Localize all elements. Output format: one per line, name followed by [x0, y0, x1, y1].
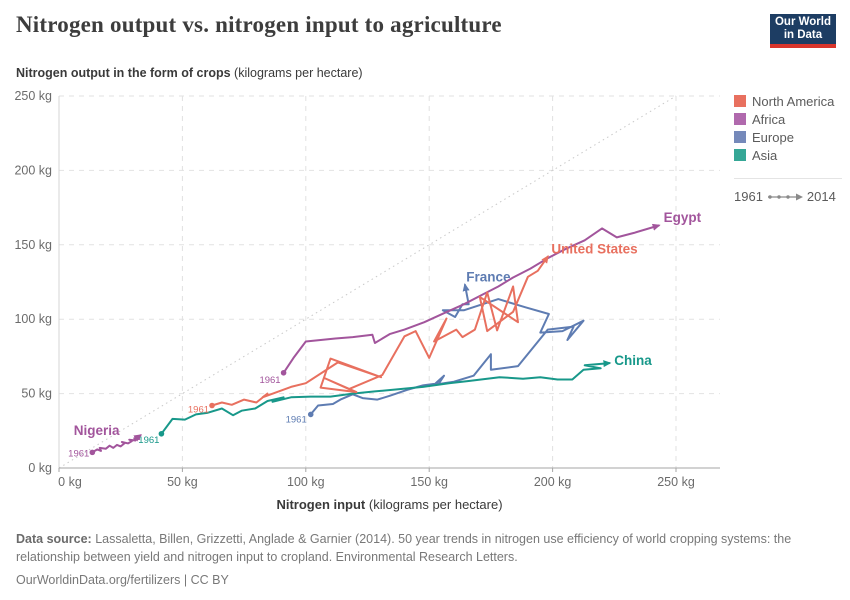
x-axis-title-bold: Nitrogen input	[276, 497, 366, 512]
legend-item-label: Asia	[752, 147, 778, 163]
series-start-dot	[89, 449, 96, 456]
time-arrow-icon	[767, 193, 803, 200]
legend-item-asia: Asia	[734, 146, 846, 164]
time-legend: 1961 2014	[734, 189, 846, 204]
legend-item-europe: Europe	[734, 128, 846, 146]
series-egypt: 1961 Egypt	[259, 210, 701, 386]
time-start-label: 1961	[734, 189, 763, 204]
legend-swatch	[734, 95, 746, 107]
series-start-dot	[209, 402, 215, 409]
license-text: CC BY	[190, 573, 229, 587]
owid-logo-text: Our World in Data	[775, 16, 831, 42]
x-tick-label: 50 kg	[167, 475, 198, 489]
series-start-dot	[158, 430, 165, 437]
data-source-label: Data source:	[16, 532, 92, 546]
series-name-label: Egypt	[664, 210, 702, 225]
series-name-label: China	[614, 353, 652, 368]
axes	[58, 96, 720, 472]
series-line	[160, 360, 612, 435]
x-tick-label: 150 kg	[410, 475, 448, 489]
y-tick-label: 250 kg	[14, 89, 52, 103]
series-start-year-label: 1961	[138, 435, 159, 446]
x-axis-title-unit: (kilograms per hectare)	[365, 497, 503, 512]
series-name-label: United States	[551, 241, 637, 256]
series-china: 1961 China	[138, 353, 652, 446]
legend-swatch	[734, 149, 746, 161]
legend-item-africa: Africa	[734, 110, 846, 128]
footer: Data source: Lassaletta, Billen, Grizzet…	[16, 531, 834, 590]
x-tick-label: 250 kg	[657, 475, 695, 489]
footer-separator: |	[180, 573, 191, 587]
y-tick-label: 100 kg	[14, 312, 52, 326]
series-name-label: France	[466, 270, 511, 285]
x-tick-label: 0 kg	[58, 475, 82, 489]
series-line	[282, 223, 661, 374]
owid-logo: Our World in Data	[770, 14, 836, 48]
legend-item-label: North America	[752, 93, 835, 109]
time-end-label: 2014	[806, 189, 836, 204]
series-start-year-label: 1961	[259, 375, 280, 386]
legend-swatch	[734, 131, 746, 143]
logo-line1: Our World	[774, 16, 831, 28]
series-start-year-label: 1961	[68, 448, 89, 459]
x-axis-title: Nitrogen input (kilograms per hectare)	[59, 497, 720, 512]
x-tick-label: 200 kg	[534, 475, 572, 489]
footer-link-row: OurWorldinData.org/fertilizers | CC BY	[16, 572, 834, 590]
y-axis-title-bold: Nitrogen output in the form of crops	[16, 66, 231, 80]
legend-item-label: Europe	[752, 129, 794, 145]
diagonal-reference-line	[58, 95, 677, 469]
series-united-states: 1961 United States	[188, 241, 638, 415]
series-start-dot	[280, 369, 287, 376]
legend-divider	[734, 178, 842, 179]
series-nigeria: 1961 Nigeria	[68, 423, 143, 459]
chart-title: Nitrogen output vs. nitrogen input to ag…	[16, 12, 502, 37]
y-axis-title-unit: (kilograms per hectare)	[230, 66, 363, 80]
plot-svg: 0 kg 50 kg 100 kg 150 kg 200 kg 250 kg 0 kg 50 …	[14, 89, 720, 489]
gridlines	[59, 95, 720, 468]
data-source-text: Data source: Lassaletta, Billen, Grizzet…	[16, 531, 834, 566]
legend-item-label: Africa	[752, 111, 786, 127]
x-tick-label: 100 kg	[287, 475, 325, 489]
data-source-body: Lassaletta, Billen, Grizzetti, Anglade &…	[16, 532, 792, 564]
series-line	[211, 255, 549, 407]
series-start-dot	[307, 411, 314, 418]
legend-swatch	[734, 113, 746, 125]
y-tick-label: 50 kg	[21, 387, 52, 401]
series-line	[91, 434, 143, 454]
y-tick-label: 0 kg	[28, 461, 52, 475]
footer-link[interactable]: OurWorldinData.org/fertilizers	[16, 573, 181, 587]
series-france: 1961 France	[286, 270, 585, 425]
series-name-label: Nigeria	[74, 423, 120, 438]
legend-item-north-america: North America	[734, 92, 846, 110]
legend: North America Africa Europe Asia 1961 2014	[734, 92, 846, 204]
series-start-year-label: 1961	[286, 414, 307, 425]
y-axis-title: Nitrogen output in the form of crops (ki…	[16, 66, 363, 80]
tick-labels: 0 kg 50 kg 100 kg 150 kg 200 kg 250 kg 0 kg 50 …	[14, 89, 694, 489]
y-tick-label: 150 kg	[14, 238, 52, 252]
y-tick-label: 200 kg	[14, 163, 52, 177]
logo-line2: in Data	[783, 29, 823, 41]
series-start-year-label: 1961	[188, 405, 209, 416]
series-line	[309, 283, 585, 416]
legend-items: North America Africa Europe Asia	[734, 92, 846, 164]
